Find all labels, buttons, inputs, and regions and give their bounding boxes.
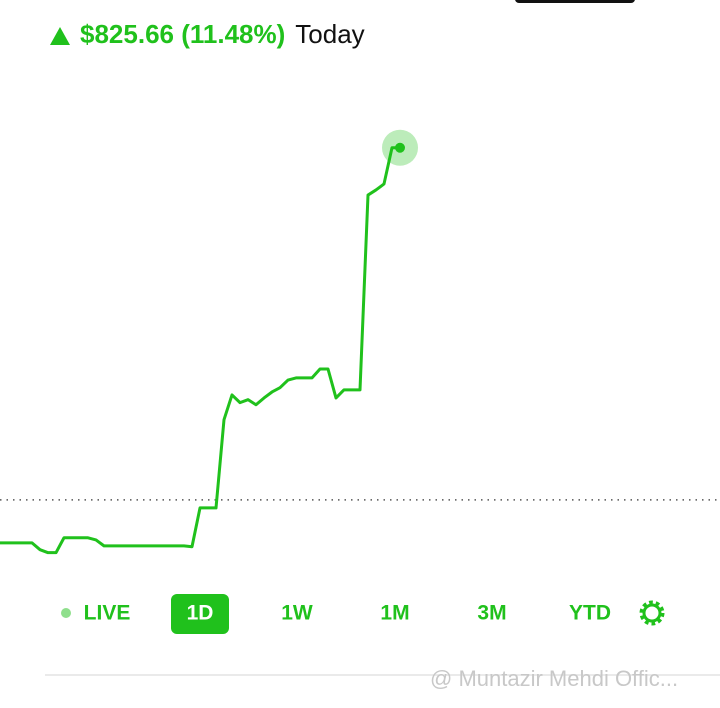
range-selector: LIVE 1D 1W 1M 3M YTD bbox=[61, 594, 611, 634]
gear-ring bbox=[642, 603, 662, 623]
period-text: Today bbox=[295, 19, 364, 49]
live-dot bbox=[61, 608, 71, 618]
up-arrow bbox=[50, 27, 70, 45]
range-button[interactable]: 1W bbox=[281, 602, 313, 625]
endpoint-dot bbox=[395, 142, 405, 153]
price-line bbox=[0, 146, 400, 555]
range-button[interactable]: 1D bbox=[187, 602, 214, 625]
chart bbox=[0, 129, 720, 555]
range-button[interactable]: LIVE bbox=[84, 602, 131, 625]
range-button[interactable]: YTD bbox=[569, 602, 611, 625]
range-button[interactable]: 1M bbox=[380, 602, 409, 625]
change-text: $825.66 (11.48%) bbox=[80, 19, 285, 49]
range-selected-bg bbox=[171, 594, 229, 634]
top-bar bbox=[515, 0, 635, 3]
range-button[interactable]: 3M bbox=[477, 602, 506, 625]
watermark: @ Muntazir Mehdi Offic... bbox=[430, 666, 678, 691]
gear-teeth bbox=[639, 600, 665, 626]
settings-icon[interactable] bbox=[639, 600, 665, 626]
